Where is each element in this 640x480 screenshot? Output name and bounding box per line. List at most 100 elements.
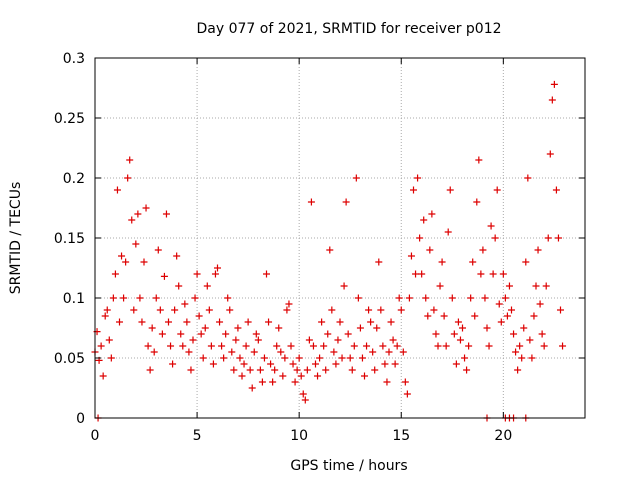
data-point [187, 366, 195, 374]
data-point [226, 306, 234, 314]
data-point [430, 306, 438, 314]
data-point [269, 378, 277, 386]
data-point [307, 198, 315, 206]
data-point [530, 312, 538, 320]
data-point [281, 354, 289, 362]
x-axis-label: GPS time / hours [290, 458, 407, 474]
data-point [471, 312, 479, 320]
data-point [199, 354, 207, 362]
data-point [414, 174, 422, 182]
data-point [271, 366, 279, 374]
data-point [242, 342, 250, 350]
data-point [165, 318, 172, 326]
data-point [391, 360, 399, 368]
data-point [183, 318, 191, 326]
data-point [240, 360, 248, 368]
data-point [224, 294, 232, 302]
data-point [491, 234, 499, 242]
data-point [158, 330, 166, 338]
data-point [148, 324, 156, 332]
data-point [448, 294, 456, 302]
data-point [428, 210, 436, 218]
data-point [318, 318, 326, 326]
data-point [407, 252, 415, 260]
data-point [483, 324, 491, 332]
data-point [348, 366, 356, 374]
data-point [234, 324, 242, 332]
data-point [218, 342, 226, 350]
data-point [385, 348, 393, 356]
data-point [173, 252, 181, 260]
data-point [557, 306, 564, 314]
data-point [277, 348, 285, 356]
data-point [197, 330, 205, 338]
data-point [387, 318, 395, 326]
data-point [263, 270, 270, 278]
data-point [322, 366, 330, 374]
data-point [295, 354, 303, 362]
data-point [495, 300, 503, 308]
data-point [516, 342, 524, 350]
data-point [118, 252, 126, 260]
data-point [201, 324, 209, 332]
data-point [512, 348, 520, 356]
data-point [205, 306, 213, 314]
data-point [232, 336, 240, 344]
data-point [312, 360, 319, 368]
data-point [432, 330, 440, 338]
y-axis-label: SRMTID / TECUs [8, 182, 24, 295]
data-point [189, 336, 197, 344]
data-point [293, 366, 301, 374]
data-point [236, 354, 244, 362]
data-point [330, 348, 338, 356]
data-point [160, 272, 168, 280]
data-point [479, 246, 487, 254]
data-point [369, 348, 377, 356]
data-point [124, 174, 132, 182]
data-point [418, 270, 426, 278]
y-tick-label: 0 [76, 411, 85, 427]
data-point [283, 306, 291, 314]
data-point [503, 312, 511, 320]
data-point [195, 312, 203, 320]
data-point [405, 294, 413, 302]
data-point [316, 354, 324, 362]
data-point [426, 246, 434, 254]
data-point [540, 342, 548, 350]
data-point [367, 318, 375, 326]
data-point [193, 270, 201, 278]
data-point [297, 372, 305, 380]
y-tick-label: 0.15 [54, 231, 85, 247]
data-point [120, 294, 128, 302]
data-point [209, 360, 217, 368]
data-point [142, 204, 150, 212]
data-point [518, 354, 526, 362]
x-tick-label: 10 [290, 428, 308, 444]
data-point [252, 330, 260, 338]
data-point [534, 246, 542, 254]
data-point [134, 210, 142, 218]
data-point [105, 336, 113, 344]
data-point [181, 300, 189, 308]
data-point [383, 378, 391, 386]
data-point [109, 294, 117, 302]
data-point [344, 330, 352, 338]
x-tick-label: 0 [91, 428, 100, 444]
data-point [113, 186, 121, 194]
data-point [136, 294, 144, 302]
data-point [171, 306, 179, 314]
data-point [238, 372, 246, 380]
data-point [373, 324, 381, 332]
data-point [152, 294, 160, 302]
data-point [548, 96, 556, 104]
data-point [510, 330, 518, 338]
data-point [126, 156, 134, 164]
data-point [346, 354, 354, 362]
data-point [130, 306, 138, 314]
data-point [459, 324, 466, 332]
data-point [501, 294, 509, 302]
data-point [552, 186, 560, 194]
data-point [299, 390, 307, 398]
data-point [456, 336, 464, 344]
data-point [144, 342, 152, 350]
